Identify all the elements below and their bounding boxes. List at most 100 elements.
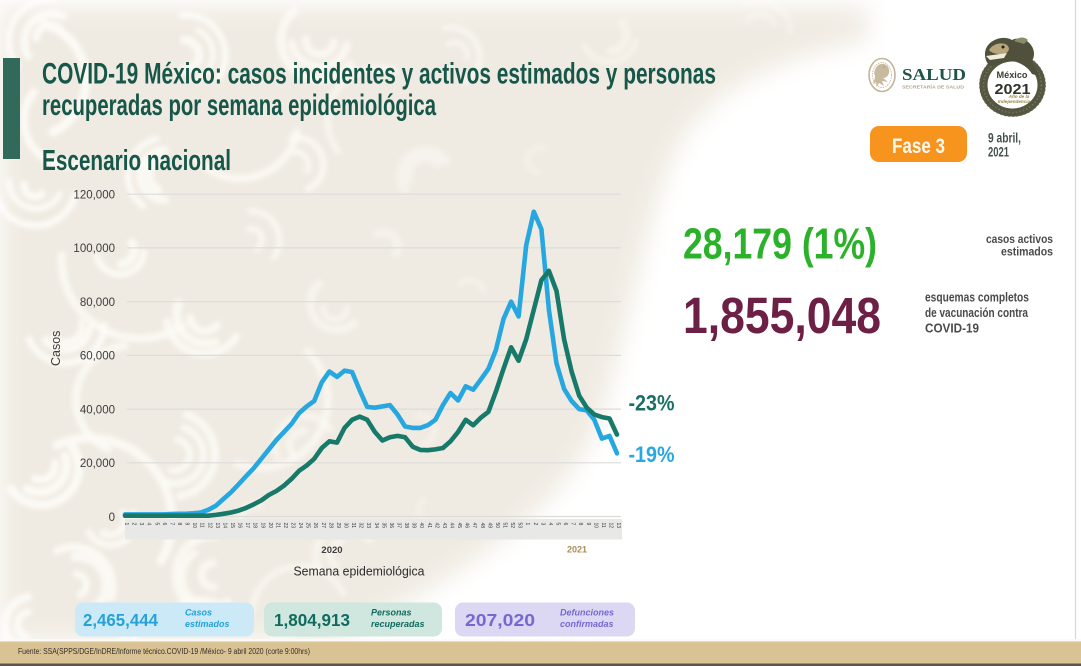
svg-text:11: 11 [600,523,606,528]
svg-text:207,020: 207,020 [465,610,535,630]
svg-text:42: 42 [433,523,439,529]
svg-text:14: 14 [221,523,227,529]
svg-text:21: 21 [274,523,280,529]
svg-text:3: 3 [138,523,144,526]
svg-text:recuperadas: recuperadas [371,619,425,629]
svg-text:50: 50 [494,523,500,529]
svg-text:Año de la: Año de la [1008,94,1030,99]
svg-text:33: 33 [365,523,371,529]
svg-text:1: 1 [123,523,129,526]
svg-text:7: 7 [168,523,174,526]
svg-text:Independencia: Independencia [998,99,1031,104]
svg-text:12: 12 [608,523,614,529]
svg-text:13: 13 [214,523,220,529]
svg-text:9: 9 [585,523,591,526]
svg-text:11: 11 [199,523,205,528]
svg-text:24: 24 [297,523,303,529]
svg-text:4: 4 [146,523,152,526]
svg-text:34: 34 [373,523,379,529]
svg-text:31: 31 [350,523,356,529]
svg-text:estimados: estimados [1001,245,1053,259]
svg-text:23: 23 [290,523,296,529]
svg-text:Casos: Casos [49,331,63,366]
svg-text:COVID-19 México: casos inciden: COVID-19 México: casos incidentes y acti… [42,58,716,91]
svg-text:2021: 2021 [988,144,1009,160]
svg-text:40: 40 [418,523,424,529]
svg-text:39: 39 [411,523,417,529]
svg-text:9 abril,: 9 abril, [988,130,1021,146]
svg-text:27: 27 [320,523,326,529]
svg-text:2,465,444: 2,465,444 [83,610,158,630]
svg-text:8: 8 [176,523,182,526]
svg-text:confirmadas: confirmadas [560,619,614,629]
svg-text:29: 29 [335,523,341,529]
svg-text:estimados: estimados [185,619,230,629]
svg-text:SECRETARÍA DE SALUD: SECRETARÍA DE SALUD [902,83,965,90]
svg-text:Defunciones: Defunciones [560,608,614,618]
svg-text:49: 49 [486,523,492,529]
svg-text:25: 25 [305,523,311,529]
svg-text:53: 53 [517,523,523,529]
svg-text:Personas: Personas [371,608,412,618]
svg-text:2020: 2020 [321,545,342,556]
svg-text:32: 32 [358,523,364,529]
svg-text:8: 8 [577,523,583,526]
svg-text:1: 1 [524,523,530,526]
svg-text:35: 35 [380,523,386,529]
svg-text:esquemas completos: esquemas completos [925,290,1029,305]
svg-text:38: 38 [403,523,409,529]
svg-text:19: 19 [259,523,265,529]
svg-text:4: 4 [547,523,553,526]
svg-text:15: 15 [229,523,235,529]
svg-text:7: 7 [570,523,576,526]
svg-text:12: 12 [206,523,212,529]
svg-text:40,000: 40,000 [80,404,115,416]
svg-text:Casos: Casos [185,608,212,618]
svg-text:80,000: 80,000 [80,297,115,309]
svg-text:44: 44 [449,523,455,529]
svg-text:2021: 2021 [567,545,587,555]
svg-text:43: 43 [441,523,447,529]
svg-text:16: 16 [237,523,243,529]
svg-text:60,000: 60,000 [80,351,115,363]
svg-text:Fuente: SSA(SPPS/DGE/InDRE/Inf: Fuente: SSA(SPPS/DGE/InDRE/Informe técni… [18,647,310,656]
svg-text:28: 28 [327,523,333,529]
svg-text:-23%: -23% [629,391,675,416]
svg-text:SALUD: SALUD [902,65,966,84]
svg-text:36: 36 [388,523,394,529]
svg-text:5: 5 [555,523,561,526]
svg-text:26: 26 [312,523,318,529]
svg-text:6: 6 [161,523,167,526]
svg-text:10: 10 [191,523,197,529]
svg-text:2021: 2021 [995,81,1031,98]
svg-text:Semana epidemiológica: Semana epidemiológica [294,564,426,579]
svg-text:37: 37 [396,523,402,529]
svg-text:47: 47 [471,523,477,529]
svg-text:46: 46 [464,523,470,529]
svg-text:28,179 (1%): 28,179 (1%) [683,220,877,269]
svg-text:5: 5 [153,523,159,526]
svg-text:18: 18 [252,523,258,529]
svg-text:17: 17 [244,523,250,529]
svg-text:COVID-19: COVID-19 [925,320,979,335]
svg-text:3: 3 [539,523,545,526]
svg-text:Escenario nacional: Escenario nacional [42,145,231,177]
svg-text:6: 6 [562,523,568,526]
svg-text:México: México [997,70,1029,80]
svg-text:casos activos: casos activos [986,232,1053,246]
svg-text:1,855,048: 1,855,048 [683,287,881,344]
svg-text:2: 2 [131,523,137,526]
svg-text:100,000: 100,000 [73,243,115,255]
svg-text:120,000: 120,000 [73,190,115,202]
svg-text:52: 52 [509,523,515,529]
svg-text:9: 9 [184,523,190,526]
svg-text:22: 22 [282,523,288,529]
svg-text:20: 20 [267,523,273,529]
svg-text:45: 45 [456,523,462,529]
svg-text:30: 30 [343,523,349,529]
svg-text:51: 51 [502,523,508,529]
svg-text:13: 13 [615,523,621,529]
svg-text:recuperadas por semana epidemi: recuperadas por semana epidemiológica [42,89,436,122]
svg-text:Fase 3: Fase 3 [892,134,945,158]
svg-text:-19%: -19% [629,442,675,467]
